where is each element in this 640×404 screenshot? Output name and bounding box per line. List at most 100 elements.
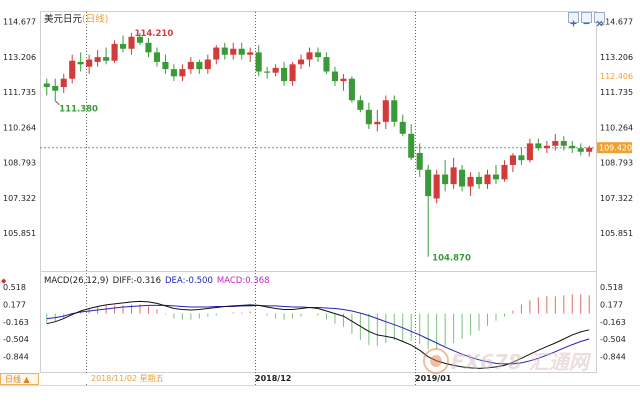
candle-body bbox=[86, 59, 93, 67]
macd-header: MACD(26,12,9) DIFF:-0.316 DEA:-0.500 MACD:0… bbox=[44, 276, 270, 286]
candle-body bbox=[69, 60, 76, 79]
x-tick-label: 2019/01 bbox=[415, 374, 452, 383]
candle-body bbox=[238, 48, 245, 55]
right-price-tick-label: 113.206 bbox=[600, 53, 633, 62]
left-price-tick-label: 110.264 bbox=[3, 123, 36, 132]
candle-body bbox=[577, 148, 584, 152]
candle-body bbox=[357, 100, 364, 110]
candle-body bbox=[170, 69, 177, 77]
candle-body bbox=[323, 57, 330, 72]
zoom-out-button[interactable] bbox=[581, 12, 592, 25]
candle-body bbox=[526, 143, 533, 161]
watermark-logo-icon bbox=[423, 348, 449, 374]
low-left-pointer bbox=[54, 100, 60, 106]
candle-body bbox=[518, 155, 525, 161]
left-price-tick-label: 114.677 bbox=[3, 18, 36, 27]
candle-body bbox=[103, 57, 110, 61]
symbol-label: 美元日元 bbox=[44, 13, 83, 25]
left-macd-tick-label: -0.163 bbox=[3, 318, 29, 327]
candle-body bbox=[77, 61, 84, 65]
watermark-logo-core bbox=[430, 355, 442, 367]
plus-icon bbox=[570, 20, 577, 27]
candle-body bbox=[230, 48, 237, 55]
high-annotation: 114.210 bbox=[135, 29, 174, 39]
left-price-tick-label: 107.322 bbox=[3, 194, 36, 203]
candle-body bbox=[187, 61, 194, 70]
candle-body bbox=[391, 100, 398, 122]
right-macd-tick-label: 0.518 bbox=[600, 283, 623, 292]
right-price-tick-label: 105.851 bbox=[600, 229, 633, 238]
candle-body bbox=[111, 43, 118, 61]
zoom-in-button[interactable] bbox=[568, 12, 579, 27]
candle-body bbox=[459, 169, 466, 187]
candle-body bbox=[484, 174, 491, 185]
candle-body bbox=[94, 57, 101, 62]
left-macd-tick-label: 0.177 bbox=[3, 301, 26, 310]
tooltip-date: 2018/11/02 星期五 bbox=[91, 374, 164, 383]
candle-body bbox=[450, 167, 457, 185]
candle-body bbox=[509, 155, 516, 165]
candle-body bbox=[314, 52, 322, 58]
candle-body bbox=[43, 83, 50, 88]
macd-diff-label: DIFF:-0.316 bbox=[113, 276, 161, 286]
left-price-tick-label: 108.793 bbox=[3, 159, 36, 168]
candle-body bbox=[136, 36, 144, 43]
right-price-tick-label: 111.735 bbox=[600, 88, 633, 97]
watermark: FX678 汇通网 bbox=[423, 348, 592, 374]
candle-body bbox=[467, 176, 474, 187]
timeframe-tab[interactable] bbox=[0, 373, 39, 385]
candle-body bbox=[153, 52, 161, 62]
candle-body bbox=[247, 52, 254, 55]
candle-body bbox=[552, 141, 559, 146]
right-macd-tick-label: -0.504 bbox=[600, 335, 626, 344]
candle-body bbox=[204, 59, 211, 70]
current-price-tag-label: 109.420 bbox=[599, 144, 632, 153]
right-macd-tick-label: -0.844 bbox=[600, 352, 626, 361]
candle-body bbox=[281, 67, 288, 82]
close-icon bbox=[596, 20, 603, 27]
macd-label: MACD(26,12,9) bbox=[44, 276, 109, 286]
candle-body bbox=[348, 78, 355, 101]
right-macd-tick-label: -0.163 bbox=[600, 318, 626, 327]
timeframe-tab-label: 日线 ▲ bbox=[5, 374, 31, 384]
right-price-tick-label: 108.793 bbox=[600, 159, 633, 168]
candle-body bbox=[297, 59, 305, 65]
candle-body bbox=[442, 174, 449, 185]
candle-body bbox=[145, 42, 152, 53]
timeframe-label: (日线) bbox=[82, 13, 108, 25]
macd-macd-label: MACD:0.368 bbox=[217, 276, 270, 286]
macd-dea-label: DEA:-0.500 bbox=[165, 276, 213, 286]
tooltip-date-box bbox=[86, 373, 178, 384]
candle-body bbox=[492, 174, 500, 180]
candle-body bbox=[586, 147, 593, 152]
right-price-tick-label: 110.264 bbox=[600, 123, 633, 132]
minus-icon bbox=[583, 22, 590, 25]
current-price-tag bbox=[597, 142, 632, 154]
candle-body bbox=[331, 71, 339, 82]
candle-body bbox=[196, 61, 203, 70]
candle-body bbox=[408, 133, 415, 158]
candle-body bbox=[128, 36, 135, 49]
candle-body bbox=[501, 164, 508, 180]
left-price-tick-label: 113.206 bbox=[3, 53, 36, 62]
left-macd-tick-label: 0.518 bbox=[3, 283, 26, 292]
watermark-text: FX678 汇通网 bbox=[451, 350, 592, 374]
dea-line bbox=[46, 304, 590, 365]
chart-title: 美元日元(日线) bbox=[44, 13, 108, 25]
right-macd-tick-label: 0.177 bbox=[600, 301, 623, 310]
low-left-annotation: 111.380 bbox=[59, 105, 98, 115]
x-tick-label: 2018/12 bbox=[255, 374, 291, 383]
candle-body bbox=[475, 176, 483, 185]
candle-body bbox=[560, 141, 567, 146]
candle-body bbox=[569, 145, 576, 149]
left-price-tick-label: 105.851 bbox=[3, 229, 36, 238]
candle-body bbox=[179, 69, 186, 77]
macd-marker-icon: ◆ bbox=[1, 277, 7, 285]
candle-body bbox=[306, 52, 313, 60]
close-button[interactable] bbox=[594, 12, 605, 27]
candle-body bbox=[535, 143, 542, 149]
plot-frame bbox=[40, 11, 597, 373]
candle-body bbox=[416, 152, 423, 170]
